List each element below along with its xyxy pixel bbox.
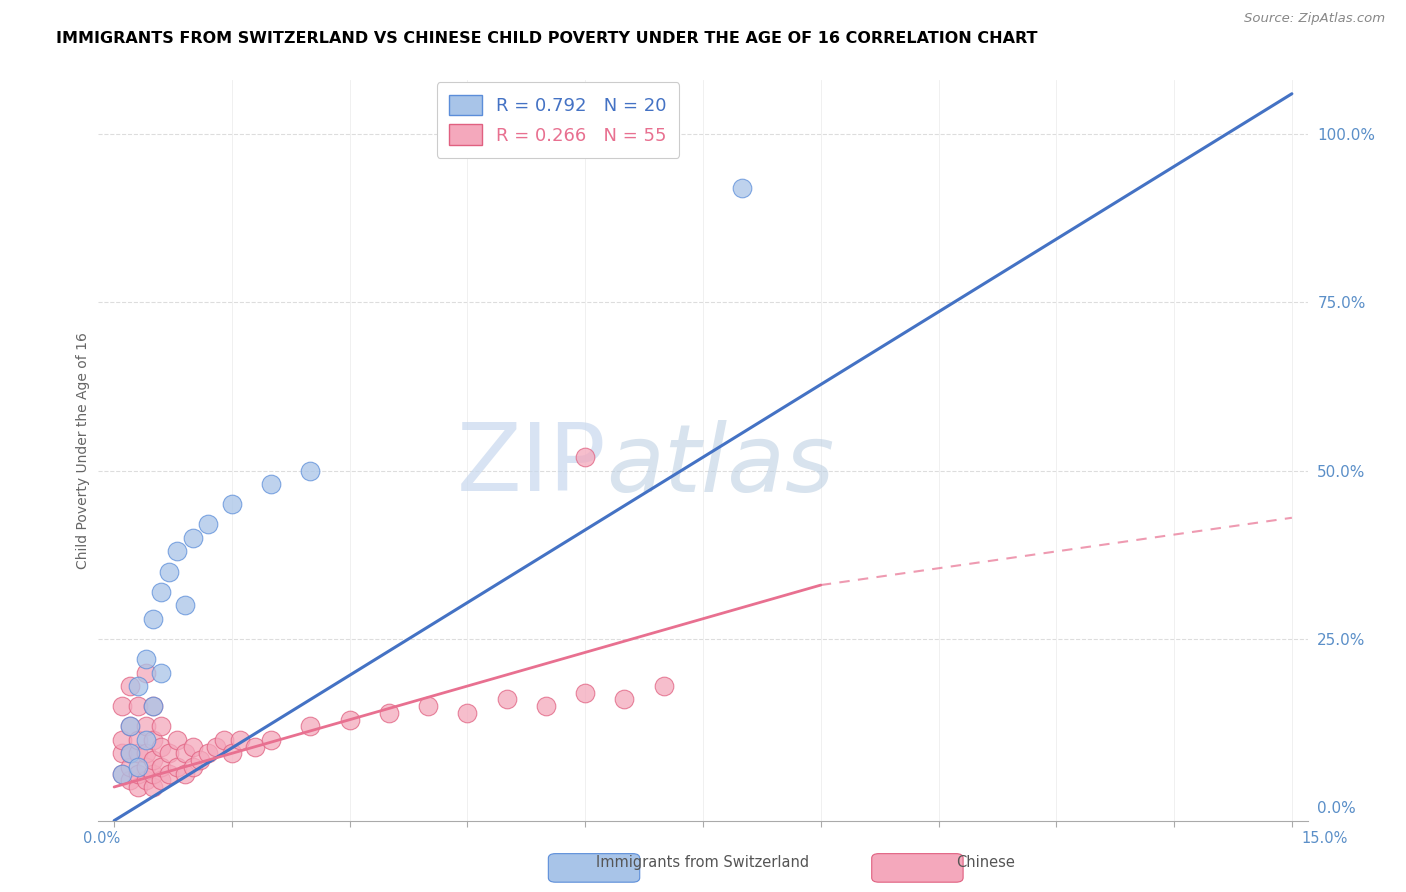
Point bbox=[111, 766, 134, 780]
Point bbox=[181, 531, 204, 545]
Point bbox=[197, 517, 219, 532]
Point bbox=[245, 739, 267, 754]
Point bbox=[118, 747, 141, 761]
Point bbox=[135, 652, 157, 666]
Text: IMMIGRANTS FROM SWITZERLAND VS CHINESE CHILD POVERTY UNDER THE AGE OF 16 CORRELA: IMMIGRANTS FROM SWITZERLAND VS CHINESE C… bbox=[56, 31, 1038, 46]
Point bbox=[652, 679, 675, 693]
Text: Immigrants from Switzerland: Immigrants from Switzerland bbox=[596, 855, 810, 870]
Point bbox=[142, 699, 165, 714]
Point bbox=[111, 766, 134, 780]
Point bbox=[127, 760, 149, 774]
Point bbox=[135, 665, 157, 680]
Point bbox=[118, 679, 141, 693]
Point bbox=[111, 747, 134, 761]
Point bbox=[111, 732, 134, 747]
Point bbox=[135, 719, 157, 733]
Legend: R = 0.792   N = 20, R = 0.266   N = 55: R = 0.792 N = 20, R = 0.266 N = 55 bbox=[436, 82, 679, 158]
Point bbox=[142, 766, 165, 780]
Point bbox=[613, 692, 636, 706]
Point bbox=[339, 713, 361, 727]
Point bbox=[135, 773, 157, 788]
Point bbox=[221, 747, 243, 761]
Point bbox=[229, 732, 252, 747]
Point bbox=[378, 706, 401, 720]
Point bbox=[221, 497, 243, 511]
Point bbox=[127, 766, 149, 780]
Point bbox=[181, 760, 204, 774]
Point bbox=[574, 686, 596, 700]
Point bbox=[534, 699, 557, 714]
Point bbox=[173, 747, 195, 761]
Text: 15.0%: 15.0% bbox=[1302, 831, 1347, 846]
Point bbox=[111, 699, 134, 714]
Point bbox=[157, 565, 180, 579]
Point bbox=[574, 450, 596, 465]
Point bbox=[135, 747, 157, 761]
Point bbox=[142, 732, 165, 747]
Point bbox=[731, 181, 754, 195]
Point bbox=[150, 584, 173, 599]
Point bbox=[173, 599, 195, 613]
Point bbox=[173, 766, 195, 780]
Point bbox=[166, 732, 188, 747]
Point bbox=[150, 773, 173, 788]
Text: atlas: atlas bbox=[606, 420, 835, 511]
Point bbox=[127, 747, 149, 761]
Point bbox=[142, 753, 165, 767]
Text: Chinese: Chinese bbox=[956, 855, 1015, 870]
Point bbox=[260, 477, 283, 491]
Point bbox=[157, 766, 180, 780]
Point bbox=[495, 692, 517, 706]
Point bbox=[118, 719, 141, 733]
Point bbox=[142, 612, 165, 626]
Point bbox=[150, 719, 173, 733]
Point bbox=[150, 665, 173, 680]
Point bbox=[212, 732, 235, 747]
Point bbox=[190, 753, 212, 767]
Point bbox=[142, 780, 165, 794]
Text: ZIP: ZIP bbox=[457, 419, 606, 511]
Point bbox=[127, 699, 149, 714]
Point bbox=[118, 747, 141, 761]
Y-axis label: Child Poverty Under the Age of 16: Child Poverty Under the Age of 16 bbox=[76, 332, 90, 569]
Text: 0.0%: 0.0% bbox=[83, 831, 120, 846]
Text: Source: ZipAtlas.com: Source: ZipAtlas.com bbox=[1244, 12, 1385, 25]
Point bbox=[260, 732, 283, 747]
Point bbox=[135, 732, 157, 747]
Point bbox=[150, 760, 173, 774]
Point bbox=[456, 706, 478, 720]
Point bbox=[118, 760, 141, 774]
Point bbox=[135, 760, 157, 774]
Point bbox=[205, 739, 228, 754]
Point bbox=[157, 747, 180, 761]
Point bbox=[181, 739, 204, 754]
Point bbox=[299, 719, 322, 733]
Point bbox=[127, 780, 149, 794]
Point bbox=[418, 699, 440, 714]
Point bbox=[118, 719, 141, 733]
Point bbox=[142, 699, 165, 714]
Point bbox=[299, 464, 322, 478]
Point bbox=[197, 747, 219, 761]
Point bbox=[150, 739, 173, 754]
Point bbox=[166, 760, 188, 774]
Point bbox=[118, 773, 141, 788]
Point bbox=[166, 544, 188, 558]
Point bbox=[127, 679, 149, 693]
Point bbox=[127, 732, 149, 747]
